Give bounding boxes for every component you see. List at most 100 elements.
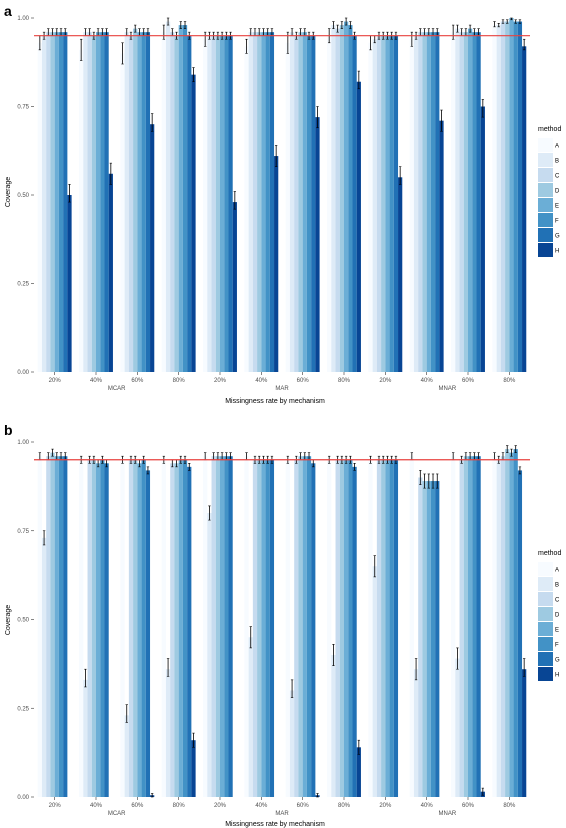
panel-b-y-tick-label: 1.00 <box>17 440 29 446</box>
panel-a-bar <box>500 21 506 372</box>
panel-a-x-tick-label: 20% <box>379 378 392 384</box>
panel-a-x-tick-label: 60% <box>131 378 144 384</box>
panel-a-legend-swatch <box>538 153 553 167</box>
panel-a-bar <box>339 25 344 373</box>
panel-a-bar <box>311 35 316 372</box>
panel-a-bar <box>67 195 72 372</box>
panel-a-bar <box>50 32 55 372</box>
panel-a-bar <box>133 28 138 373</box>
panel-a-bar <box>439 120 444 372</box>
panel-a-x-tick-label: 20% <box>214 378 227 384</box>
panel-b-bar <box>302 456 307 797</box>
panel-b-y-tick-label: 0.25 <box>17 706 29 712</box>
panel-a-bar <box>104 32 109 372</box>
panel-a-y-tick-label: 1.00 <box>17 16 29 22</box>
panel-b-legend: A B C D E F G H <box>538 562 560 681</box>
panel-a-legend-label: B <box>555 159 559 165</box>
panel-b-bar <box>476 456 481 797</box>
panel-b-bar <box>306 456 312 797</box>
panel-b-bar <box>376 459 382 797</box>
panel-b-bar <box>368 459 373 797</box>
panel-a-bar <box>509 18 514 372</box>
panel-a-bar <box>368 42 373 372</box>
panel-b-bar <box>257 459 262 797</box>
panel-a-bar <box>274 156 279 372</box>
panel-b-bar <box>87 459 92 797</box>
panel-b-bar <box>344 459 349 797</box>
panel-b-bar <box>178 459 183 797</box>
panel-a-bar <box>517 21 523 372</box>
panel-a-plot: 0.00 0.25 0.50 0.75 1.00 20% 40% 60% 80% 20% 40% 60… <box>17 16 530 392</box>
panel-a-y-tick-label: 0.00 <box>17 370 29 376</box>
panel-a-bar <box>170 32 175 372</box>
panel-b-bar <box>385 459 390 797</box>
panel-a-bar <box>505 21 510 372</box>
panel-b-bar <box>468 456 473 797</box>
panel-b-legend-swatch <box>538 607 553 621</box>
panel-b-bar <box>356 747 361 797</box>
panel-b-legend-label: G <box>555 658 560 664</box>
panel-a-bar <box>215 35 220 372</box>
panel-a-bar <box>58 32 64 372</box>
panel-a-legend: A B C D E F G H <box>538 138 560 257</box>
panel-b-legend-label: H <box>555 673 559 679</box>
panel-a-bar <box>302 32 307 372</box>
panel-b-bar <box>228 456 233 797</box>
panel-b-bar <box>54 456 59 797</box>
panel-b-bar <box>393 459 399 797</box>
panel-a-bar <box>265 32 270 372</box>
panel-a-bar <box>289 32 295 372</box>
panel-a-bar <box>418 32 423 372</box>
panel-a-bar <box>430 32 436 372</box>
panel-b-bar <box>372 566 377 797</box>
panel-a-bar <box>376 35 382 372</box>
panel-a-bar <box>356 81 361 372</box>
panel-b: b Coverage Missingness rate by mechanism… <box>4 422 561 828</box>
panel-a-bar <box>232 202 237 372</box>
panel-a-bar <box>344 21 349 372</box>
panel-b-bar <box>120 459 125 797</box>
panel-b-legend-title: method <box>538 550 561 557</box>
panel-a-bar <box>435 32 440 372</box>
panel-b-bar <box>174 463 179 797</box>
panel-b-bar <box>513 449 518 797</box>
panel-a-bar <box>352 35 357 372</box>
panel-b-label: b <box>4 422 13 438</box>
panel-a-bar <box>96 32 101 372</box>
panel-a-legend-swatch <box>538 168 553 182</box>
panel-a-bar <box>480 106 485 372</box>
panel-b-bar <box>311 463 316 797</box>
panel-b-x-tick-label: 80% <box>503 803 516 809</box>
panel-a-bar <box>269 32 275 372</box>
panel-a-legend-swatch <box>538 138 553 152</box>
panel-b-bar <box>522 669 527 797</box>
panel-b-bar <box>261 459 266 797</box>
panel-a-legend-label: H <box>555 249 559 255</box>
panel-b-bar <box>298 456 303 797</box>
panel-b-bar <box>496 459 501 797</box>
panel-a-bar <box>141 32 146 372</box>
panel-a-bar <box>331 25 336 373</box>
panel-a-bar <box>100 32 105 372</box>
panel-a-group-label: MNAR <box>438 386 456 392</box>
panel-b-bar <box>472 456 477 797</box>
panel-b-legend-swatch <box>538 592 553 606</box>
panel-b-bar <box>505 449 510 797</box>
panel-a-bar <box>393 35 399 372</box>
panel-a-group-label: MAR <box>275 386 289 392</box>
panel-a-bar <box>150 124 155 372</box>
panel-b-bar <box>46 456 51 797</box>
panel-b-bar <box>451 456 456 797</box>
panel-a-legend-swatch <box>538 183 553 197</box>
panel-b-legend-label: C <box>555 598 560 604</box>
panel-b-x-tick-label: 20% <box>379 803 392 809</box>
panel-b-y-tick-label: 0.50 <box>17 618 29 624</box>
panel-a-bar <box>54 32 59 372</box>
panel-a-bar <box>248 32 253 372</box>
panel-b-x-tick-label: 80% <box>173 803 186 809</box>
panel-b-x-tick-label: 40% <box>421 803 434 809</box>
panel-b-x-tick-label: 20% <box>214 803 227 809</box>
panel-b-legend-label: E <box>555 628 559 634</box>
panel-a-bar <box>459 32 464 372</box>
panel-a-bar <box>228 35 233 372</box>
